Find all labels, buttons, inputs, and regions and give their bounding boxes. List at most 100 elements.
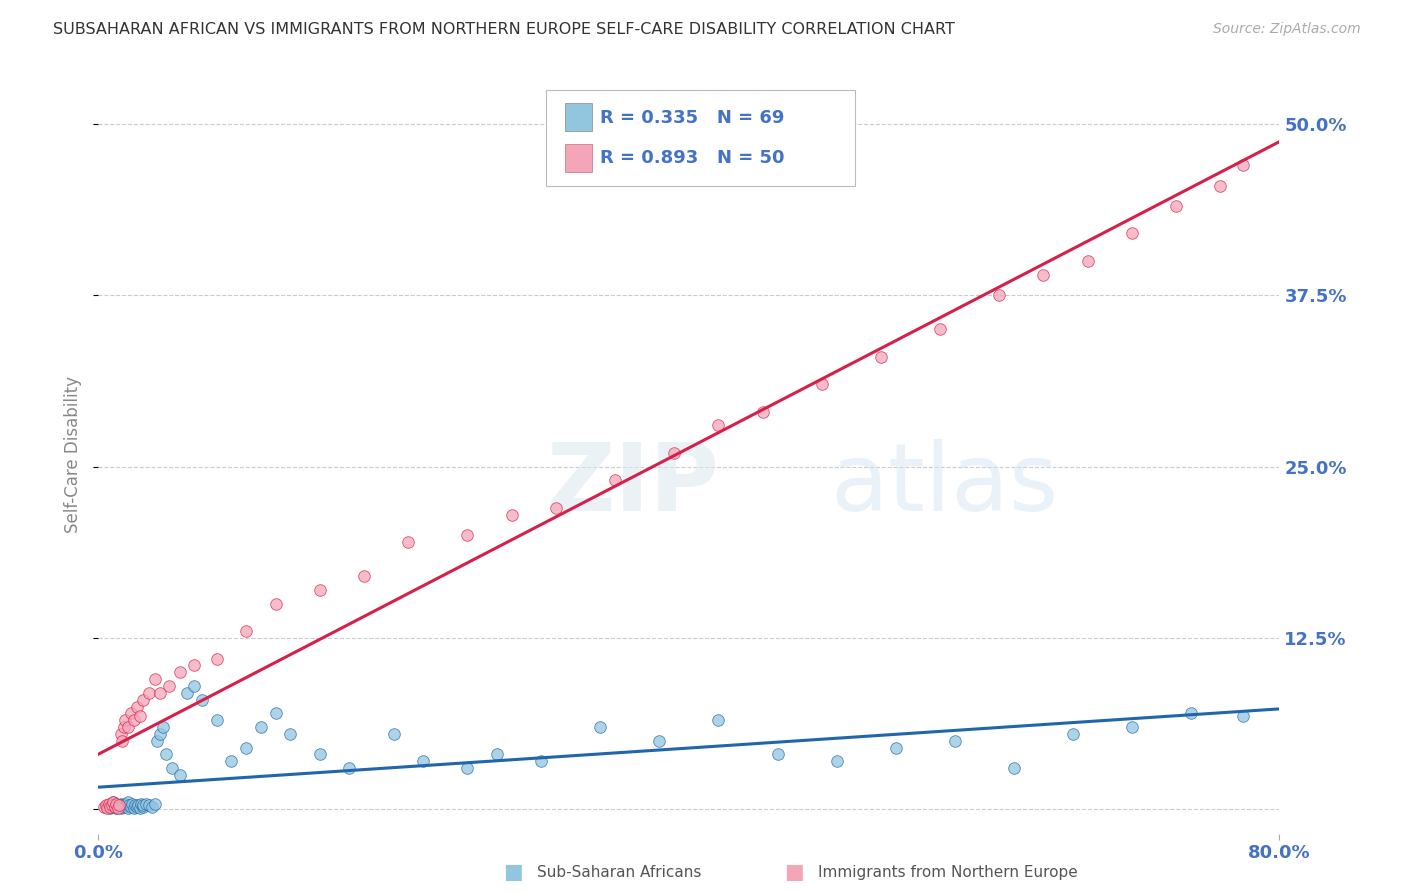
Point — [1002, 761, 1025, 775]
Point — [205, 651, 228, 665]
Point — [122, 713, 145, 727]
Text: atlas: atlas — [831, 439, 1059, 532]
Point — [589, 720, 612, 734]
Point — [104, 799, 127, 814]
Point — [138, 798, 160, 813]
Point — [530, 755, 553, 769]
Point — [125, 699, 148, 714]
Point — [115, 798, 138, 813]
Point — [110, 799, 132, 814]
Point — [707, 713, 730, 727]
Point — [100, 798, 122, 813]
Point — [122, 801, 145, 815]
Point — [118, 798, 141, 813]
Point — [309, 747, 332, 762]
Point — [121, 797, 143, 811]
Point — [111, 798, 134, 813]
Point — [104, 798, 127, 813]
Y-axis label: Self-Care Disability: Self-Care Disability — [65, 376, 83, 533]
Point — [132, 798, 155, 813]
Point — [162, 761, 183, 775]
Point — [143, 797, 166, 811]
Point — [752, 405, 775, 419]
Point — [183, 679, 205, 693]
Point — [169, 768, 191, 782]
Point — [486, 747, 509, 762]
Point — [766, 747, 789, 762]
Point — [152, 720, 174, 734]
Point — [138, 686, 160, 700]
Point — [988, 288, 1011, 302]
Point — [1121, 227, 1143, 241]
Point — [235, 740, 257, 755]
Point — [143, 672, 166, 686]
Point — [96, 801, 118, 815]
Text: ■: ■ — [785, 863, 804, 882]
Text: SUBSAHARAN AFRICAN VS IMMIGRANTS FROM NORTHERN EUROPE SELF-CARE DISABILITY CORRE: SUBSAHARAN AFRICAN VS IMMIGRANTS FROM NO… — [53, 22, 955, 37]
Point — [117, 796, 139, 810]
Point — [94, 799, 117, 814]
Point — [110, 801, 132, 815]
Point — [98, 799, 121, 814]
Point — [97, 797, 120, 811]
Point — [105, 797, 128, 811]
Point — [155, 747, 177, 762]
Point — [264, 597, 287, 611]
Point — [108, 798, 131, 813]
Text: Source: ZipAtlas.com: Source: ZipAtlas.com — [1213, 22, 1361, 37]
Point — [132, 799, 155, 814]
Point — [205, 713, 228, 727]
Text: Sub-Saharan Africans: Sub-Saharan Africans — [537, 865, 702, 880]
Point — [100, 797, 122, 811]
Point — [114, 713, 136, 727]
Point — [110, 727, 132, 741]
Point — [127, 798, 149, 813]
Point — [107, 801, 129, 815]
Point — [107, 799, 129, 814]
Point — [129, 797, 152, 811]
Point — [264, 706, 287, 721]
Point — [870, 350, 893, 364]
Point — [114, 797, 136, 811]
Point — [810, 377, 832, 392]
Point — [1121, 720, 1143, 734]
Point — [103, 796, 125, 810]
Point — [112, 720, 135, 734]
Point — [1062, 727, 1084, 741]
Point — [1209, 178, 1232, 193]
Point — [146, 733, 169, 747]
Point — [546, 500, 568, 515]
Point — [382, 727, 405, 741]
Point — [1032, 268, 1054, 282]
Point — [309, 582, 332, 597]
Point — [943, 733, 966, 747]
Point — [117, 720, 139, 734]
Point — [339, 761, 361, 775]
Point — [353, 569, 375, 583]
Text: Immigrants from Northern Europe: Immigrants from Northern Europe — [818, 865, 1078, 880]
Point — [412, 755, 434, 769]
Point — [398, 535, 420, 549]
Text: ■: ■ — [503, 863, 523, 882]
Point — [169, 665, 191, 680]
Point — [97, 798, 120, 813]
Point — [501, 508, 523, 522]
Point — [648, 733, 671, 747]
Point — [124, 798, 146, 813]
Point — [157, 679, 180, 693]
Point — [105, 801, 128, 815]
Point — [280, 727, 302, 741]
Point — [112, 799, 135, 814]
Point — [235, 624, 257, 639]
Text: R = 0.893   N = 50: R = 0.893 N = 50 — [600, 150, 785, 168]
Point — [825, 755, 848, 769]
Point — [135, 797, 157, 811]
Point — [457, 761, 479, 775]
Point — [1077, 254, 1099, 268]
Point — [1180, 706, 1202, 721]
Point — [664, 446, 686, 460]
Point — [108, 798, 131, 813]
Point — [128, 801, 150, 815]
Point — [176, 686, 198, 700]
Point — [884, 740, 907, 755]
